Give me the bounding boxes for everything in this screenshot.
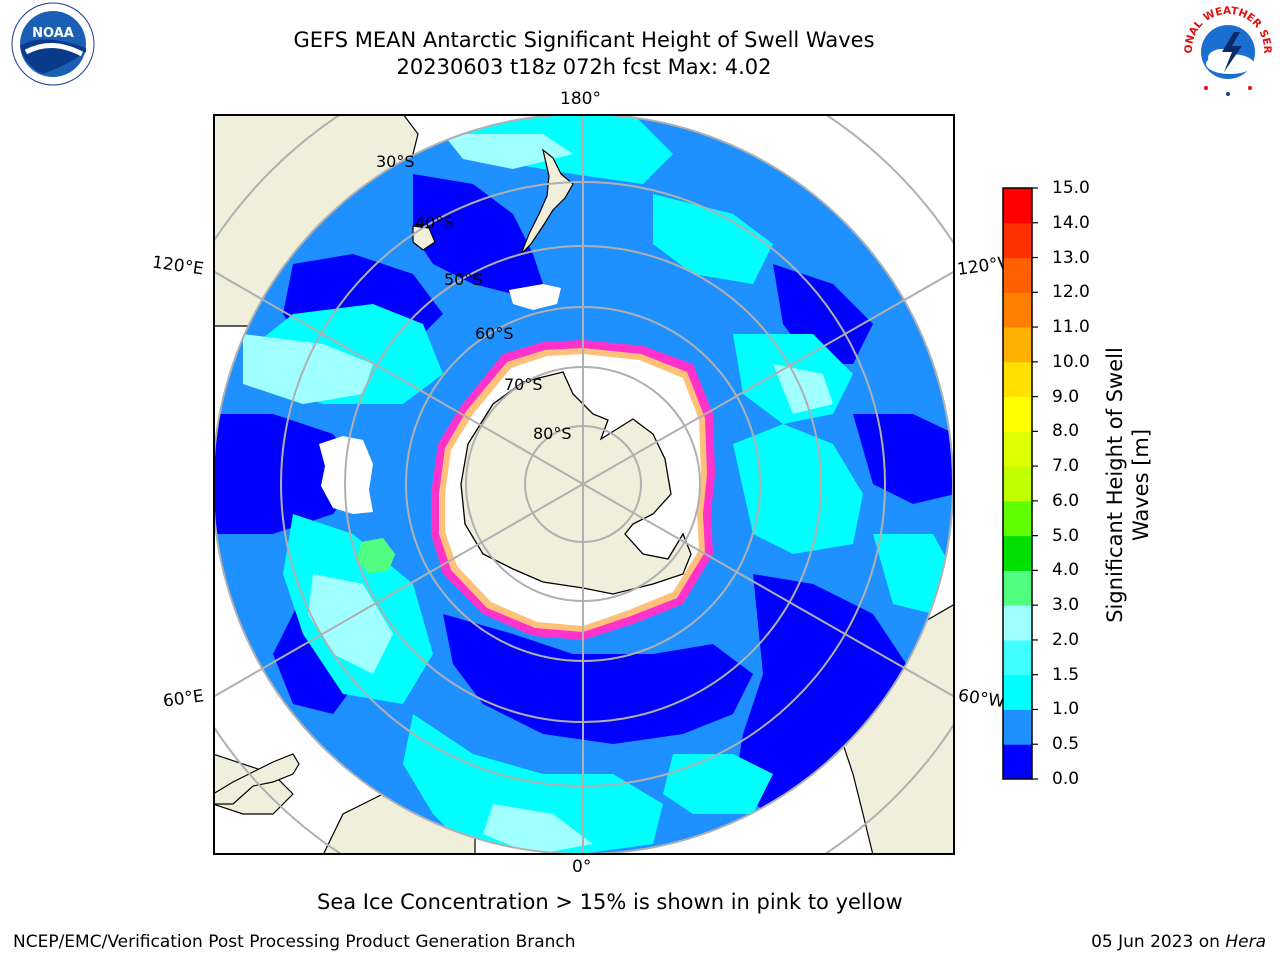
- sea-ice-caption: Sea Ice Concentration > 15% is shown in …: [317, 890, 903, 914]
- colorbar-tick-label: 3.0: [1052, 595, 1080, 616]
- colorbar-tick-label: 0.0: [1052, 769, 1080, 789]
- colorbar-tick-label: 13.0: [1052, 247, 1090, 268]
- colorbar-tick-label: 4.0: [1052, 560, 1080, 581]
- colorbar-band: [1003, 327, 1032, 363]
- colorbar-band: [1003, 396, 1032, 432]
- colorbar-band: [1003, 188, 1032, 224]
- colorbar-band: [1003, 431, 1032, 467]
- lon-label-0: 0°: [572, 857, 592, 877]
- map-panel: [213, 114, 955, 855]
- colorbar-label-line1: Significant Height of Swell: [1103, 347, 1127, 623]
- new-zealand-land: [520, 148, 574, 255]
- lat-label-40s: 40°S: [415, 213, 454, 232]
- colorbar-tick-label: 1.0: [1052, 699, 1080, 720]
- footer-date-text: 05 Jun 2023 on: [1091, 932, 1226, 952]
- lat-label-50s: 50°S: [444, 270, 483, 289]
- colorbar-tick-label: 1.5: [1052, 664, 1080, 685]
- lon-label-120e: 120°E: [150, 252, 205, 280]
- footer-date: 05 Jun 2023 on Hera: [1091, 932, 1266, 952]
- colorbar-band: [1003, 570, 1032, 606]
- colorbar-band: [1003, 500, 1032, 537]
- colorbar-band: [1003, 744, 1032, 780]
- noaa-logo-text: NOAA: [32, 26, 74, 41]
- colorbar-band: [1003, 535, 1032, 571]
- chart-title: GEFS MEAN Antarctic Significant Height o…: [293, 28, 875, 52]
- colorbar-band: [1003, 257, 1032, 293]
- colorbar-label-line2: Waves [m]: [1129, 428, 1153, 542]
- colorbar-tick-label: 10.0: [1052, 351, 1090, 372]
- colorbar-band: [1003, 222, 1032, 259]
- colorbar-tick-label: 7.0: [1052, 456, 1080, 477]
- footer-credit: NCEP/EMC/Verification Post Processing Pr…: [13, 932, 576, 952]
- colorbar-band: [1003, 361, 1032, 398]
- colorbar-tick-label: 15.0: [1052, 178, 1090, 198]
- colorbar-tick-label: 6.0: [1052, 490, 1080, 511]
- colorbar-tick-label: 9.0: [1052, 386, 1080, 407]
- chart-subtitle: 20230603 t18z 072h fcst Max: 4.02: [396, 55, 772, 79]
- colorbar-tick-label: 11.0: [1052, 317, 1090, 338]
- colorbar-band: [1003, 466, 1032, 502]
- lat-label-60s: 60°S: [475, 324, 514, 343]
- colorbar-tick-label: 2.0: [1052, 629, 1080, 650]
- lat-label-70s: 70°S: [504, 375, 543, 394]
- lat-label-80s: 80°S: [533, 424, 572, 443]
- colorbar: [1002, 187, 1038, 780]
- colorbar-band: [1003, 674, 1032, 710]
- lat-label-30s: 30°S: [376, 152, 415, 171]
- colorbar-tick-label: 5.0: [1052, 525, 1080, 546]
- antarctica-land: [460, 371, 692, 595]
- colorbar-band: [1003, 605, 1032, 641]
- lon-label-60e: 60°E: [161, 686, 206, 712]
- colorbar-band: [1003, 639, 1032, 676]
- colorbar-tick-label: 0.5: [1052, 734, 1080, 755]
- colorbar-band: [1003, 709, 1032, 745]
- tasmania-land: [412, 225, 436, 251]
- colorbar-tick-label: 8.0: [1052, 421, 1080, 442]
- footer-host: Hera: [1225, 932, 1266, 952]
- lon-label-180: 180°: [560, 89, 601, 109]
- colorbar-tick-label: 12.0: [1052, 282, 1090, 303]
- colorbar-band: [1003, 292, 1032, 328]
- nws-logo-icon: NATIONAL WEATHER SERVICE: [1174, 0, 1278, 102]
- noaa-logo-icon: NOAA: [2, 2, 104, 90]
- colorbar-tick-label: 14.0: [1052, 212, 1090, 233]
